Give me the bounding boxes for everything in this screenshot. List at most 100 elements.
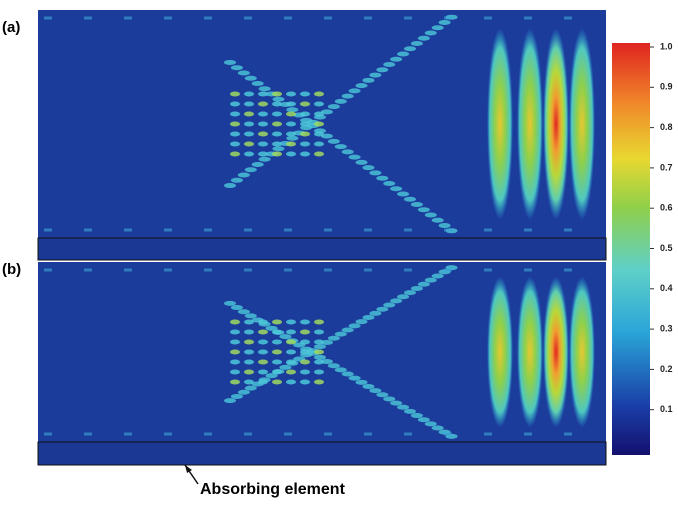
field-spot — [355, 83, 368, 89]
field-spot — [286, 131, 296, 137]
field-spot — [300, 319, 310, 325]
field-spot — [204, 432, 212, 436]
field-spot — [369, 170, 382, 176]
field-spot — [320, 359, 333, 365]
field-spot — [320, 339, 333, 345]
field-spot — [258, 91, 268, 97]
field-spot — [314, 121, 324, 127]
field-spot — [314, 354, 326, 360]
field-spot — [244, 385, 257, 391]
field-spot — [272, 101, 282, 107]
field-spot — [272, 151, 282, 157]
field-spot — [564, 268, 572, 272]
field-spot — [258, 339, 268, 345]
field-spot — [258, 86, 271, 92]
field-spot — [431, 217, 444, 223]
panel-label: (b) — [2, 261, 21, 278]
field-spot — [286, 91, 296, 97]
field-spot — [244, 329, 254, 335]
field-spot — [424, 212, 437, 218]
field-spot — [164, 432, 172, 436]
field-spot — [314, 369, 324, 375]
field-lobe — [487, 276, 513, 428]
field-spot — [564, 432, 572, 436]
field-spot — [244, 167, 257, 173]
field-spot — [251, 162, 264, 168]
field-spot — [44, 432, 52, 436]
field-spot — [383, 302, 396, 308]
field-spot — [369, 72, 382, 78]
field-spot — [286, 151, 296, 157]
field-spot — [390, 186, 403, 192]
field-spot — [364, 16, 372, 20]
field-spot — [84, 16, 92, 20]
field-spot — [286, 329, 296, 335]
field-spot — [258, 141, 268, 147]
field-spot — [230, 305, 243, 311]
field-spot — [284, 268, 292, 272]
field-spot — [431, 273, 444, 279]
field-spot — [314, 91, 324, 97]
colorbar-tick-label: 0.8 — [660, 122, 673, 132]
field-spot — [251, 80, 264, 86]
field-spot — [244, 339, 254, 345]
field-spot — [258, 359, 268, 365]
field-spot — [362, 165, 375, 171]
field-spot — [265, 325, 278, 331]
colorbar-tick-label: 0.9 — [660, 82, 673, 92]
field-spot — [424, 30, 437, 36]
field-spot — [272, 349, 282, 355]
field-spot — [324, 432, 332, 436]
field-spot — [258, 101, 268, 107]
field-spot — [286, 101, 296, 107]
field-spot — [314, 131, 324, 137]
field-spot — [484, 268, 492, 272]
field-spot — [272, 96, 285, 102]
field-spot — [204, 228, 212, 232]
field-spot — [286, 111, 296, 117]
field-spot — [230, 151, 240, 157]
field-spot — [444, 16, 452, 20]
field-spot — [224, 59, 236, 65]
field-spot — [348, 88, 361, 94]
field-spot — [244, 359, 254, 365]
field-spot — [272, 91, 282, 97]
field-spot — [341, 149, 354, 155]
field-spot — [341, 371, 354, 377]
field-spot — [258, 156, 271, 162]
absorbing-strip — [37, 237, 607, 261]
field-spot — [348, 375, 361, 381]
field-spot — [390, 56, 403, 62]
field-spot — [286, 121, 296, 127]
field-spot — [284, 432, 292, 436]
field-spot — [327, 104, 340, 110]
field-spot — [244, 121, 254, 127]
field-spot — [397, 294, 410, 300]
field-spot — [314, 359, 324, 365]
field-spot — [244, 151, 254, 157]
field-spot — [324, 228, 332, 232]
field-spot — [355, 379, 368, 385]
field-spot — [284, 16, 292, 20]
field-spot — [230, 329, 240, 335]
field-spot — [272, 379, 282, 385]
colorbar-tick-label: 0.2 — [660, 364, 673, 374]
field-spot — [341, 327, 354, 333]
field-spot — [284, 228, 292, 232]
field-spot — [424, 421, 437, 427]
field-spot — [204, 268, 212, 272]
field-spot — [244, 379, 254, 385]
field-spot — [438, 223, 451, 229]
field-spot — [300, 359, 310, 365]
field-spot — [244, 91, 254, 97]
field-spot — [334, 331, 347, 337]
field-spot — [244, 369, 254, 375]
field-spot — [314, 151, 324, 157]
field-spot — [124, 16, 132, 20]
field-spot — [300, 131, 310, 137]
field-spot — [484, 432, 492, 436]
field-spot — [286, 349, 296, 355]
field-spot — [44, 16, 52, 20]
field-spot — [164, 268, 172, 272]
field-spot — [324, 268, 332, 272]
